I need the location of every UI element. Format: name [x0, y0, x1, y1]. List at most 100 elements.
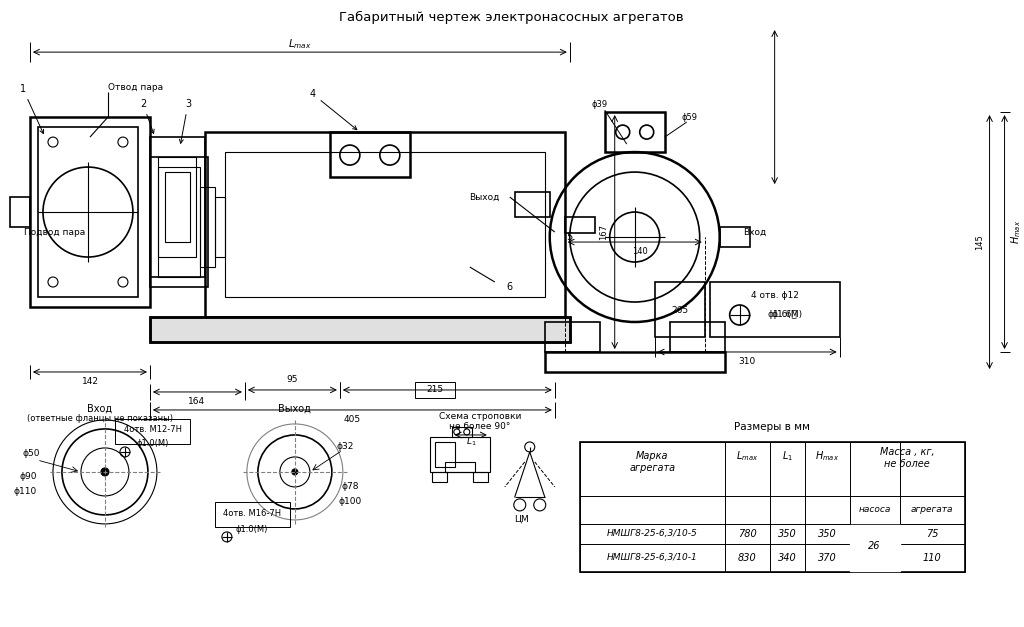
Bar: [225, 152, 545, 297]
Bar: [452, 427, 472, 437]
Bar: [415, 382, 455, 398]
Bar: [545, 322, 600, 352]
Text: 95: 95: [286, 376, 298, 384]
Circle shape: [101, 468, 109, 476]
Text: Масса , кг,: Масса , кг,: [880, 447, 935, 457]
Bar: [150, 137, 205, 277]
Text: 26: 26: [868, 541, 881, 551]
Text: $H_{max}$: $H_{max}$: [815, 449, 840, 463]
Text: ϕ32: ϕ32: [336, 443, 353, 451]
Text: (ответные фланцы не показаны): (ответные фланцы не показаны): [27, 414, 173, 423]
Bar: [654, 282, 705, 337]
Text: $L_{max}$: $L_{max}$: [736, 449, 759, 463]
Text: ϕ90: ϕ90: [19, 472, 37, 482]
Bar: [475, 317, 555, 342]
Text: 265: 265: [671, 305, 688, 315]
Text: Вход: Вход: [743, 228, 766, 236]
Text: 167: 167: [599, 224, 607, 240]
Text: 140: 140: [632, 246, 647, 256]
Bar: [30, 117, 150, 307]
Text: Размеры в мм: Размеры в мм: [734, 422, 810, 432]
Text: ϕ1.0(M): ϕ1.0(M): [236, 525, 268, 534]
Bar: [10, 197, 30, 227]
Text: 310: 310: [738, 357, 756, 366]
Bar: [580, 442, 965, 572]
Bar: [200, 187, 215, 267]
Text: НМШГ8-25-6,3/10-5: НМШГ8-25-6,3/10-5: [607, 529, 697, 539]
Text: ϕ50: ϕ50: [23, 450, 40, 458]
Text: 142: 142: [82, 377, 98, 386]
Bar: [565, 217, 595, 233]
Bar: [444, 462, 475, 472]
Bar: [205, 132, 565, 317]
Bar: [330, 132, 410, 177]
Text: агрегата: агрегата: [910, 505, 953, 514]
Text: насоса: насоса: [858, 505, 891, 514]
Text: ЦМ: ЦМ: [514, 514, 529, 524]
Bar: [515, 192, 550, 217]
Bar: [670, 322, 725, 352]
Text: $L_{max}$: $L_{max}$: [288, 37, 311, 51]
Bar: [432, 472, 446, 482]
Text: 4 отв. ϕ12: 4 отв. ϕ12: [751, 290, 799, 300]
Text: ϕ39: ϕ39: [592, 100, 608, 108]
Bar: [435, 442, 455, 467]
Text: $H_{max}$: $H_{max}$: [1010, 220, 1023, 244]
Text: 75: 75: [926, 529, 938, 539]
Bar: [215, 197, 225, 257]
Text: 780: 780: [737, 529, 757, 539]
Bar: [215, 502, 290, 527]
Text: 164: 164: [188, 398, 206, 406]
Bar: [473, 472, 487, 482]
Bar: [115, 419, 189, 444]
Text: Подвод пара: Подвод пара: [25, 228, 86, 236]
Text: 370: 370: [818, 553, 837, 563]
Text: ϕ1.6(M): ϕ1.6(M): [767, 310, 802, 320]
Text: $L_1$: $L_1$: [466, 436, 476, 448]
Bar: [605, 112, 665, 152]
Text: 110: 110: [923, 553, 941, 563]
Text: НМШГ8-25-6,3/10-1: НМШГ8-25-6,3/10-1: [607, 554, 697, 562]
Text: 405: 405: [343, 416, 360, 424]
Text: 830: 830: [737, 553, 757, 563]
Text: Марка: Марка: [636, 451, 669, 461]
Bar: [150, 317, 569, 342]
Text: 5: 5: [566, 232, 572, 242]
Bar: [150, 317, 569, 342]
Text: 340: 340: [778, 553, 797, 563]
Bar: [430, 437, 489, 472]
Text: 4отв. М16-7Н: 4отв. М16-7Н: [223, 509, 281, 519]
Text: 350: 350: [818, 529, 837, 539]
Text: Выход: Выход: [279, 404, 311, 414]
Bar: [158, 167, 200, 277]
Text: 2: 2: [140, 99, 155, 134]
Text: Вход: Вход: [87, 404, 113, 414]
Text: 215: 215: [426, 386, 443, 394]
Text: ϕ110: ϕ110: [13, 487, 37, 497]
Text: 26: 26: [868, 529, 881, 539]
Text: не более: не более: [884, 459, 930, 469]
Text: $L_1$: $L_1$: [781, 449, 793, 463]
Text: Габаритный чертеж электронасосных агрегатов: Габаритный чертеж электронасосных агрега…: [340, 11, 684, 24]
Bar: [158, 157, 196, 257]
Text: агрегата: агрегата: [629, 463, 675, 473]
Text: ϕ59: ϕ59: [682, 113, 697, 122]
Text: ϕ78: ϕ78: [341, 482, 358, 492]
Bar: [215, 317, 295, 342]
Text: ϕ100: ϕ100: [338, 497, 361, 507]
Bar: [165, 172, 189, 242]
Bar: [545, 352, 725, 372]
Bar: [38, 127, 138, 297]
Text: 3: 3: [179, 99, 191, 144]
Text: 1: 1: [20, 84, 44, 134]
Text: ϕ1.6Ⓜ: ϕ1.6Ⓜ: [772, 310, 798, 320]
Text: Схема строповки: Схема строповки: [438, 413, 521, 421]
Text: Отвод пара: Отвод пара: [108, 83, 163, 92]
Bar: [720, 227, 750, 247]
Text: не более 90°: не более 90°: [450, 423, 511, 431]
Text: 4отв. М12-7Н: 4отв. М12-7Н: [124, 426, 182, 435]
Text: Выход: Выход: [469, 192, 500, 201]
Bar: [150, 157, 208, 287]
Text: 350: 350: [778, 529, 797, 539]
Polygon shape: [850, 525, 900, 571]
